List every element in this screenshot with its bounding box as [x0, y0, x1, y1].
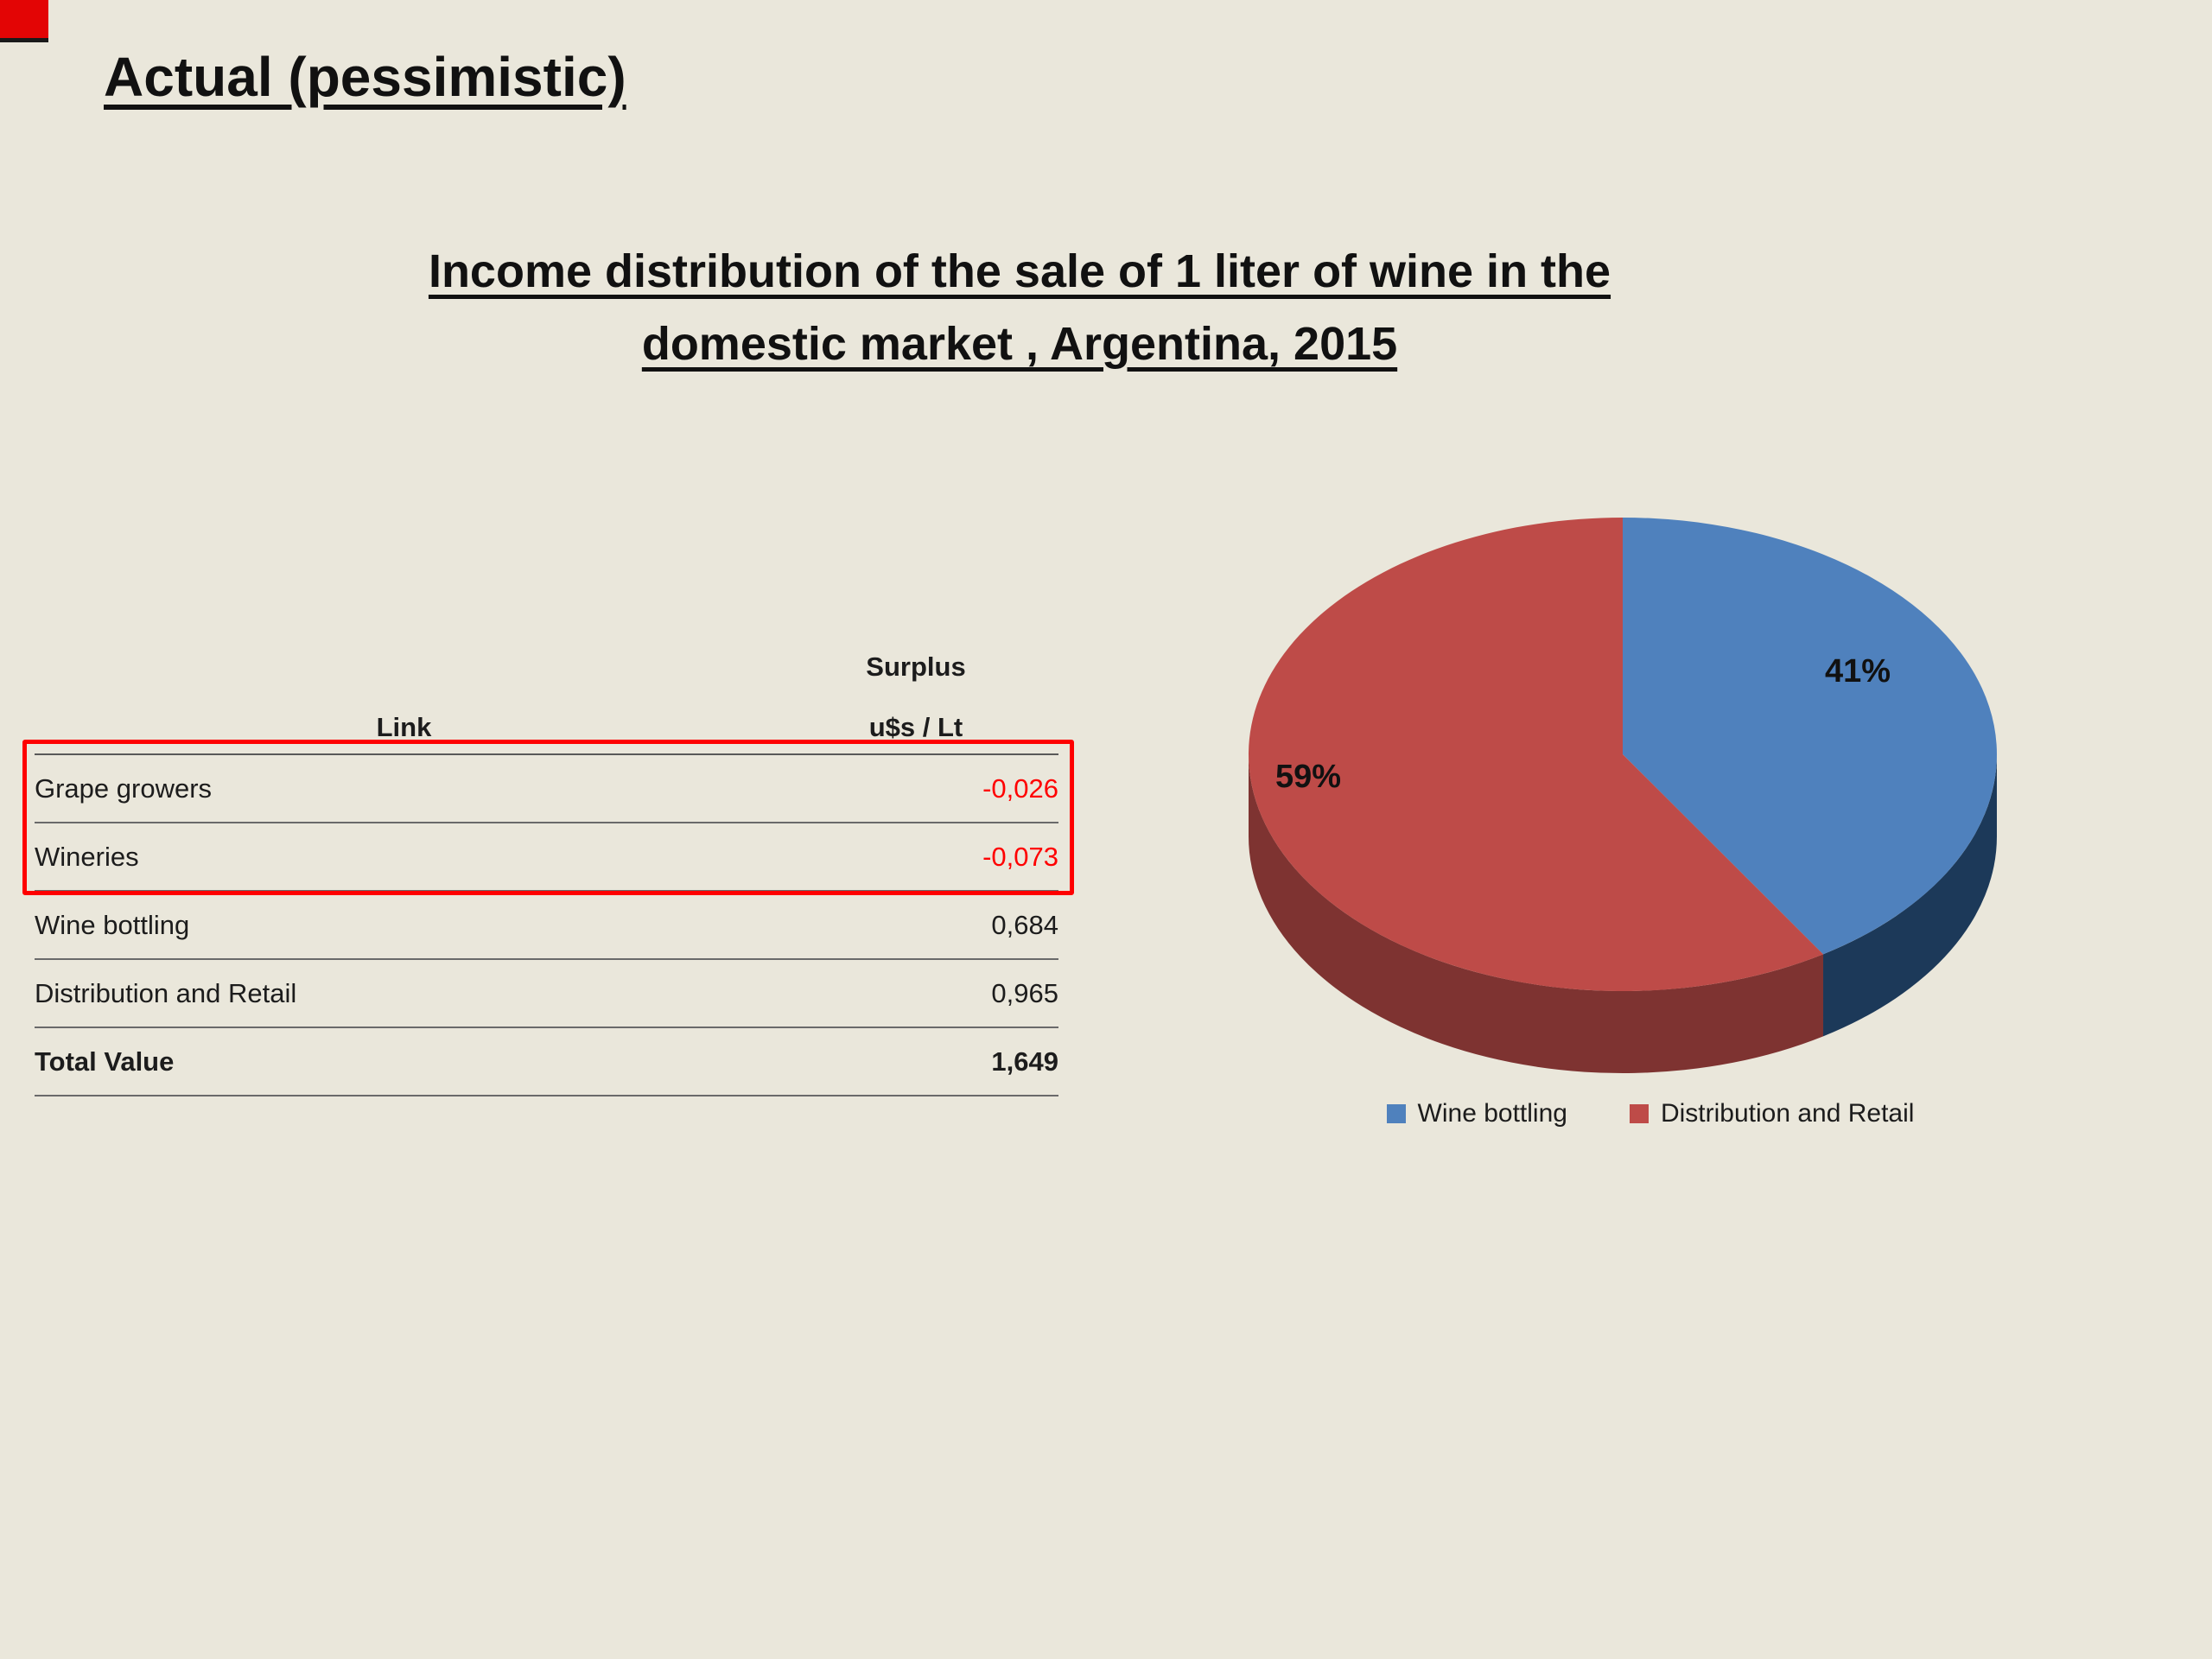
- row-value: -0,026: [982, 772, 1058, 804]
- chart-title-line1: Income distribution of the sale of 1 lit…: [428, 245, 1611, 297]
- row-label: Wine bottling: [35, 909, 190, 940]
- slide-title: Actual (pessimistic): [104, 46, 626, 108]
- col-header-link: Link: [376, 712, 432, 742]
- chart-title: Income distribution of the sale of 1 lit…: [285, 235, 1754, 380]
- table-row-distribution-retail: Distribution and Retail 0,965: [35, 960, 1058, 1028]
- row-value: 0,684: [991, 909, 1058, 940]
- legend-label-distribution: Distribution and Retail: [1660, 1099, 1915, 1128]
- total-label: Total Value: [35, 1046, 175, 1077]
- legend-item-wine-bottling: Wine bottling: [1386, 1099, 1567, 1128]
- row-label: Grape growers: [35, 772, 213, 804]
- pie-side-0: [1823, 754, 1997, 1037]
- pie-chart: 41% 59%: [1210, 484, 2091, 1141]
- pie-slice-1: [1248, 518, 1824, 991]
- pie-label-wine-bottling: 41%: [1825, 653, 1891, 690]
- chart-legend: Wine bottling Distribution and Retail: [1210, 1099, 2091, 1128]
- legend-label-wine-bottling: Wine bottling: [1417, 1099, 1567, 1128]
- col-header-unit: u$s / Lt: [868, 712, 963, 742]
- legend-swatch-red: [1629, 1104, 1649, 1123]
- row-label: Distribution and Retail: [35, 977, 297, 1008]
- pie-label-distribution: 59%: [1275, 759, 1342, 795]
- pie-side-1: [1249, 754, 1824, 1073]
- legend-item-distribution: Distribution and Retail: [1629, 1099, 1915, 1128]
- chart-title-line2: domestic market , Argentina, 2015: [641, 318, 1398, 370]
- row-value: 0,965: [991, 977, 1058, 1008]
- pie-slice-0: [1623, 518, 1997, 955]
- pie-3d-svg: [1248, 518, 1997, 1073]
- table-row-wine-bottling: Wine bottling 0,684: [35, 892, 1058, 960]
- total-value: 1,649: [991, 1046, 1058, 1077]
- table-row-total: Total Value 1,649: [35, 1028, 1058, 1096]
- table-row-grape-growers: Grape growers -0,026: [35, 755, 1058, 823]
- table-header-row-2: Link u$s / Lt: [35, 688, 1058, 755]
- corner-mark: [0, 0, 48, 42]
- row-value: -0,073: [982, 841, 1058, 872]
- table-row-wineries: Wineries -0,073: [35, 823, 1058, 892]
- legend-swatch-blue: [1386, 1104, 1406, 1123]
- row-label: Wineries: [35, 841, 139, 872]
- table-header-row-1: Surplus: [35, 615, 1058, 688]
- surplus-table: Surplus Link u$s / Lt Grape growers -0,0…: [22, 615, 1074, 1096]
- col-header-surplus: Surplus: [866, 652, 966, 682]
